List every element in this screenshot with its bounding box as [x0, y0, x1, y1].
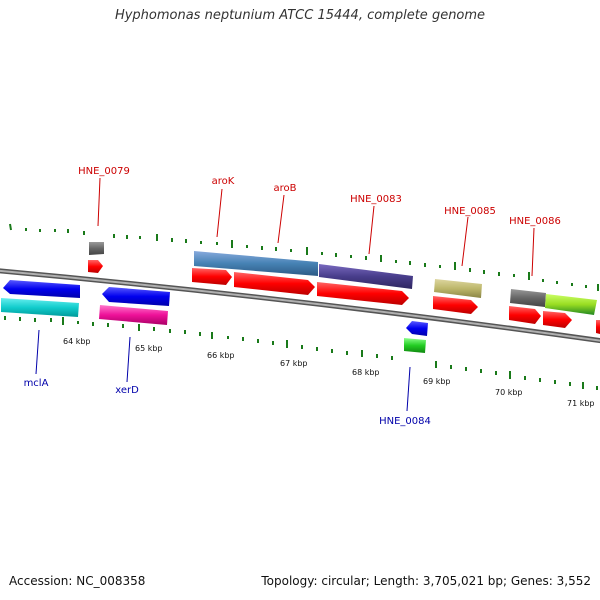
gene-arob-cds[interactable]: [234, 272, 315, 295]
tick-marks-top: [9, 223, 599, 291]
leader-lines-top: [97, 177, 535, 277]
scale-labels: 64 kbp 65 kbp 66 kbp 67 kbp 68 kbp 69 kb…: [63, 337, 595, 408]
scale-label: 71 kbp: [567, 399, 595, 408]
gene-xerd-arrow[interactable]: [102, 287, 170, 306]
backbone-highlight: [0, 269, 600, 342]
gene-hne0083-bar[interactable]: [319, 264, 413, 289]
features-forward: [88, 242, 600, 334]
gene-next-bar[interactable]: [545, 294, 597, 315]
scale-label: 64 kbp: [63, 337, 91, 346]
gene-hne0086-bar[interactable]: [510, 289, 546, 307]
scale-label: 68 kbp: [352, 368, 380, 377]
gene-hne0085-bar[interactable]: [434, 279, 482, 298]
gene-hne0086-cds[interactable]: [509, 306, 541, 324]
gene-label-hne0083[interactable]: HNE_0083: [350, 194, 402, 205]
gene-arok-cds[interactable]: [192, 268, 232, 285]
scale-label: 66 kbp: [207, 351, 235, 360]
gene-label-arok[interactable]: aroK: [212, 176, 235, 187]
scale-label: 69 kbp: [423, 377, 451, 386]
gene-arok-bar[interactable]: [194, 251, 318, 276]
map-title: Hyphomonas neptunium ATCC 15444, complet…: [114, 8, 486, 23]
gene-hne0084-arrow[interactable]: [406, 321, 428, 336]
gene-labels-top: HNE_0079 aroK aroB HNE_0083 HNE_0085 HNE…: [78, 166, 561, 227]
features-reverse: [1, 280, 428, 353]
gene-mcla-bar[interactable]: [1, 298, 79, 317]
gene-hne0085-cds[interactable]: [433, 296, 478, 314]
gene-mcla-arrow[interactable]: [3, 280, 80, 298]
gene-xerd-bar[interactable]: [99, 305, 168, 325]
gene-hne0084-bar[interactable]: [404, 338, 426, 353]
scale-label: 67 kbp: [280, 359, 308, 368]
tick-marks-bottom: [4, 316, 598, 390]
scale-label: 65 kbp: [135, 344, 163, 353]
gene-label-xerd[interactable]: xerD: [115, 385, 139, 396]
gene-label-hne0084[interactable]: HNE_0084: [379, 416, 431, 427]
genome-stats: Topology: circular; Length: 3,705,021 bp…: [261, 574, 591, 588]
gene-label-hne0085[interactable]: HNE_0085: [444, 206, 496, 217]
gene-hne0079-cds[interactable]: [88, 260, 103, 273]
gene-edge-cds[interactable]: [596, 320, 600, 334]
gene-next-cds[interactable]: [543, 311, 572, 328]
accession-label: Accession: NC_008358: [9, 574, 146, 588]
gene-label-hne0079[interactable]: HNE_0079: [78, 166, 130, 177]
gene-label-arob[interactable]: aroB: [274, 183, 297, 194]
leader-lines-bottom: [35, 329, 411, 412]
gene-labels-bottom: mclA xerD HNE_0084: [24, 378, 431, 427]
gene-hne0083-cds[interactable]: [317, 282, 409, 305]
scale-label: 70 kbp: [495, 388, 523, 397]
gene-hne0079-bar[interactable]: [89, 242, 104, 255]
gene-label-mcla[interactable]: mclA: [24, 378, 49, 389]
gene-label-hne0086[interactable]: HNE_0086: [509, 216, 561, 227]
